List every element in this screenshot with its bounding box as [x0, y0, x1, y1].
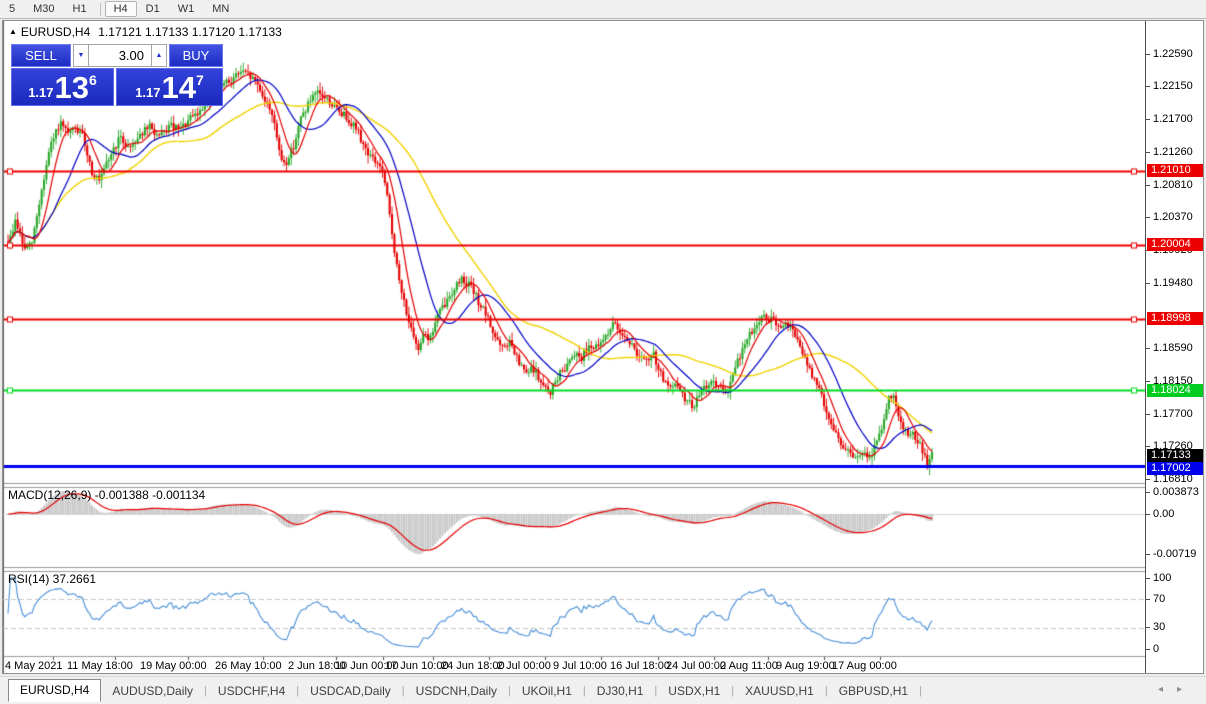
price-flag: 1.18998 [1147, 312, 1203, 326]
price-flag: 1.17133 [1147, 448, 1203, 462]
symbol-period-label: EURUSD,H4 [20, 25, 91, 39]
tab-separator: | [919, 684, 922, 697]
rsi-legend: RSI(14) 37.2661 [8, 572, 97, 586]
price-tick-label: 1.22590 [1146, 47, 1193, 60]
price-tick-label: 1.20370 [1146, 211, 1193, 224]
price-flag: 1.18024 [1147, 383, 1203, 397]
timeframe-button-d1[interactable]: D1 [145, 3, 160, 15]
chart-tab-usdcad[interactable]: USDCAD,Daily [310, 683, 391, 698]
buy-price-prefix: 1.17 [135, 85, 161, 100]
chart-tab-usdchf[interactable]: USDCHF,H4 [217, 683, 286, 698]
volume-decrease-button[interactable]: ▼ [73, 44, 89, 67]
date-tick-label: 16 Jul 18:00 [610, 660, 670, 672]
price-tick-label: 1.22150 [1146, 80, 1193, 93]
date-tick-label: 2 Jul 00:00 [497, 660, 551, 672]
price-tick-label: 1.21700 [1146, 113, 1193, 126]
tab-separator: | [204, 684, 207, 697]
timeframe-button-m30[interactable]: M30 [33, 3, 55, 15]
price-tick-label: 1.20810 [1146, 178, 1193, 191]
one-click-trade-panel: SELL ▼ 3.00 ▲ BUY 1.17 13 6 1.17 14 7 [11, 44, 223, 106]
rsi-axis-label: 100 [1145, 571, 1172, 584]
chart-tab-dj30[interactable]: DJ30,H1 [596, 683, 644, 698]
tab-scroll-right-icon[interactable]: ▸ [1176, 684, 1196, 695]
timeframe-button-mn[interactable]: MN [212, 3, 230, 15]
price-flag: 1.17002 [1147, 461, 1203, 475]
timeframe-button-h4[interactable]: H4 [104, 1, 137, 17]
tab-separator: | [508, 684, 511, 697]
date-tick-label: 11 May 18:00 [67, 660, 133, 672]
sell-price-prefix: 1.17 [28, 85, 54, 100]
chart-tab-usdx[interactable]: USDX,H1 [668, 683, 721, 698]
chart-title-bar: ▲ EURUSD,H4 1.17121 1.17133 1.17120 1.1713… [9, 25, 282, 39]
rsi-axis-label: 70 [1145, 592, 1166, 605]
tab-separator: | [824, 684, 828, 697]
date-tick-label: 24 Jun 18:00 [441, 660, 505, 672]
date-tick-label: 24 Jul 00:00 [666, 660, 726, 672]
rsi-axis-label: 0 [1145, 642, 1160, 655]
price-tick-label: 1.19480 [1146, 276, 1193, 289]
price-flag: 1.21010 [1147, 164, 1203, 178]
tab-separator: | [582, 684, 586, 697]
sell-price-quote[interactable]: 1.17 13 6 [11, 68, 114, 106]
macd-legend: MACD(12,26,9) -0.001388 -0.001134 [8, 488, 206, 502]
tab-separator: | [731, 684, 735, 697]
buy-button[interactable]: BUY [169, 44, 223, 67]
timeframe-button-5[interactable]: 5 [9, 3, 16, 15]
timeframe-button-w1[interactable]: W1 [177, 3, 195, 15]
tab-scroll-arrows: ◂▸ [1158, 684, 1196, 695]
macd-axis-label: 0.00 [1145, 507, 1175, 520]
toolbar-separator [99, 2, 101, 16]
rsi-axis-label: 30 [1145, 621, 1166, 634]
price-tick-label: 1.18590 [1146, 342, 1193, 355]
chart-tab-ukoil[interactable]: UKOil,H1 [521, 683, 572, 698]
buy-price-pipette: 7 [196, 72, 204, 88]
tab-separator: | [654, 684, 658, 697]
date-tick-label: 17 Aug 00:00 [832, 660, 897, 672]
buy-price-big-digits: 14 [161, 70, 196, 105]
tab-scroll-left-icon[interactable]: ◂ [1157, 684, 1177, 695]
timeframe-button-h1[interactable]: H1 [72, 3, 87, 15]
tab-separator: | [296, 684, 300, 697]
date-tick-label: 9 Jul 10:00 [553, 660, 607, 672]
sell-price-pipette: 6 [89, 72, 97, 88]
price-tick-label: 1.18150 [1146, 374, 1193, 387]
sell-button[interactable]: SELL [11, 44, 71, 67]
date-tick-label: 10 Jun 00:00 [335, 660, 399, 672]
chart-tab-eurusd[interactable]: EURUSD,H4 [8, 679, 102, 702]
symbol-tab-bar: EURUSD,H4 AUDUSD,Daily | USDCHF,H4 | USDCAD,D… [0, 676, 1206, 704]
buy-price-quote[interactable]: 1.17 14 7 [116, 68, 223, 106]
chart-tab-gbpusd[interactable]: GBPUSD,H1 [838, 683, 909, 698]
chart-window: ▲ EURUSD,H4 1.17121 1.17133 1.17120 1.1713… [2, 20, 1204, 674]
price-tick-label: 1.21260 [1146, 145, 1193, 158]
date-tick-label: 19 May 00:00 [140, 660, 207, 672]
macd-axis-label: -0.00719 [1145, 547, 1197, 560]
volume-increase-button[interactable]: ▲ [151, 44, 167, 67]
price-tick-label: 1.16810 [1146, 473, 1193, 486]
price-flag: 1.20004 [1147, 238, 1203, 252]
tab-separator: | [401, 684, 405, 697]
date-tick-label: 26 May 10:00 [215, 660, 282, 672]
date-tick-label: 17 Jun 10:00 [385, 660, 449, 672]
ohlc-values: 1.17121 1.17133 1.17120 1.17133 [98, 25, 282, 39]
date-tick-label: 9 Aug 19:00 [776, 660, 835, 672]
chart-tab-usdcnh[interactable]: USDCNH,Daily [415, 683, 497, 698]
date-tick-label: 4 May 2021 [5, 660, 63, 672]
price-axis: 1.22590 1.22150 1.21700 1.21260 1.20810 1.203… [1145, 21, 1203, 673]
price-tick-label: 1.17700 [1146, 407, 1193, 420]
macd-axis-label: 0.003873 [1146, 485, 1199, 498]
collapse-arrow-icon[interactable]: ▲ [9, 27, 17, 36]
price-chart-canvas[interactable] [3, 21, 1145, 673]
timeframe-toolbar: 5 M30 H1 H4 D1 W1 MN [0, 0, 1206, 19]
chart-tab-audusd[interactable]: AUDUSD,Daily [112, 683, 194, 698]
sell-price-big-digits: 13 [54, 70, 89, 105]
chart-tab-xauusd[interactable]: XAUUSD,H1 [745, 683, 814, 698]
date-tick-label: 2 Aug 11:00 [720, 660, 778, 672]
volume-input[interactable]: 3.00 [89, 44, 151, 67]
date-tick-label: 2 Jun 18:00 [288, 660, 346, 672]
